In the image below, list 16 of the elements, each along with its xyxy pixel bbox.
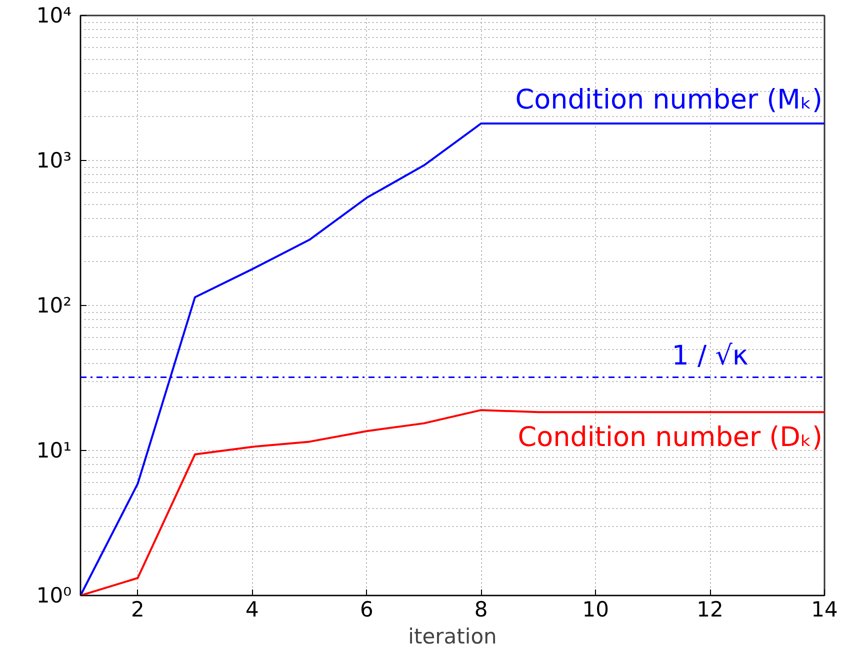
y-tick-label: 10⁴ — [36, 4, 72, 28]
y-tick-label: 10¹ — [36, 438, 72, 462]
x-tick-label: 6 — [360, 598, 374, 622]
y-tick-label: 10⁰ — [36, 584, 72, 608]
x-axis-title: iteration — [408, 624, 497, 648]
x-tick-label: 14 — [811, 598, 838, 622]
y-tick-label: 10³ — [36, 148, 72, 172]
y-tick-label: 10² — [36, 294, 72, 318]
x-tick-label: 4 — [246, 598, 259, 622]
series-label: Condition number (Dₖ) — [518, 422, 823, 454]
x-tick-label: 10 — [582, 598, 609, 622]
series-label: Condition number (Mₖ) — [515, 84, 823, 116]
x-tick-label: 2 — [131, 598, 144, 622]
x-tick-label: 8 — [474, 598, 488, 622]
ref-line-label: 1 / √κ — [672, 340, 748, 372]
x-tick-label: 12 — [696, 598, 724, 622]
